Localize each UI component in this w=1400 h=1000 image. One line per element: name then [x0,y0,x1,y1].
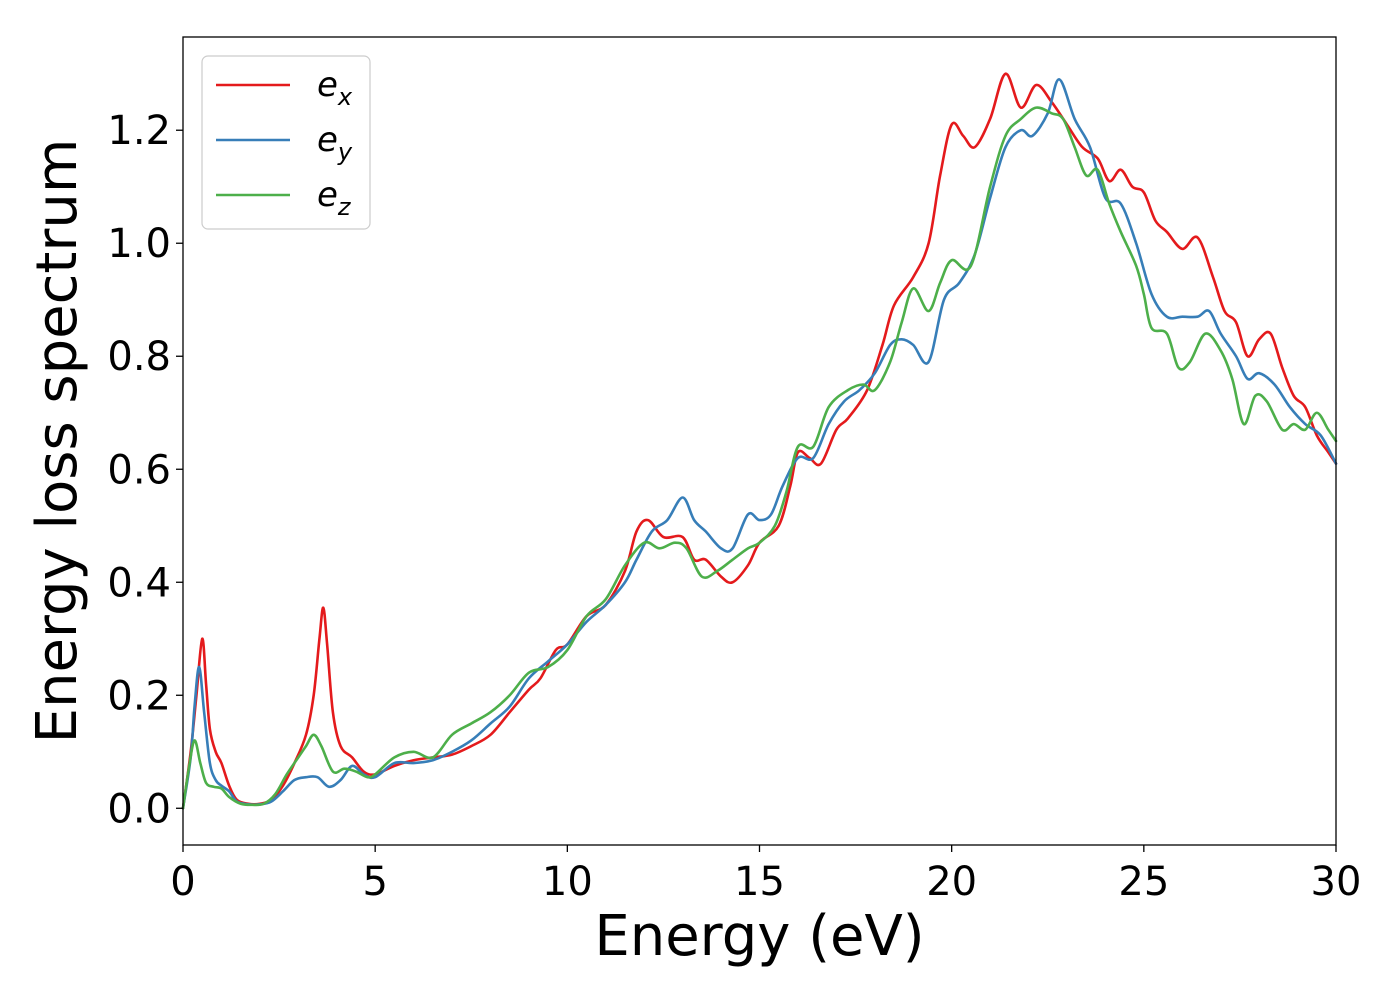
y-tick-label: 0.8 [107,334,171,380]
y-tick-label: 0.6 [107,447,171,493]
x-tick-label: 5 [362,859,387,905]
series-line-ey [181,78,1338,810]
x-axis-ticks: 0 5 10 15 20 25 30 [170,845,1361,905]
y-tick-label: 0.4 [107,560,171,606]
x-tick-label: 10 [542,859,593,905]
x-tick-label: 30 [1311,859,1362,905]
x-tick-label: 15 [734,859,785,905]
y-axis-ticks: 0.0 0.2 0.4 0.6 0.8 1.0 1.2 [107,108,183,832]
y-tick-label: 1.0 [107,221,171,267]
x-axis-title: Energy (eV) [594,904,924,969]
legend-box [201,55,371,230]
x-tick-label: 20 [926,859,977,905]
series-layer [181,72,1338,810]
y-tick-label: 0.0 [107,786,171,832]
series-line-ex [181,72,1338,810]
y-tick-label: 1.2 [107,108,171,154]
legend: ex ey ez [201,55,371,230]
legend-label-x: ex [317,65,353,111]
x-tick-label: 25 [1118,859,1169,905]
series-line-ez [181,106,1338,810]
y-axis-title: Energy loss spectrum [25,139,90,744]
legend-label-y: ey [317,120,353,166]
legend-label-z: ez [317,175,352,221]
x-tick-label: 0 [170,859,195,905]
y-tick-label: 0.2 [107,673,171,719]
legend-items: ex ey ez [216,65,353,221]
